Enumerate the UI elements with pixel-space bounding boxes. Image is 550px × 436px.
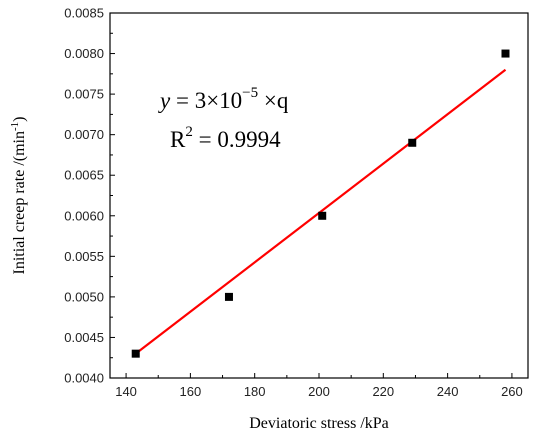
y-tick-label: 0.0050 bbox=[64, 289, 104, 304]
r-squared-value: = 0.9994 bbox=[193, 127, 281, 152]
data-point bbox=[501, 49, 510, 58]
data-point bbox=[224, 292, 233, 301]
fit-line bbox=[135, 68, 507, 355]
equation-text: y = 3×10−5 ×q bbox=[158, 85, 289, 113]
y-tick-label: 0.0080 bbox=[64, 46, 104, 61]
x-tick-label: 200 bbox=[308, 384, 330, 399]
y-tick-label: 0.0045 bbox=[64, 330, 104, 345]
r-squared-text: R2 = 0.9994 bbox=[170, 124, 281, 152]
x-tick-label: 220 bbox=[372, 384, 394, 399]
ticks-layer: 140 160 180 200 220 240 260 0.0040 0.0045 0.0050 0… bbox=[64, 6, 523, 400]
y-tick-label: 0.0040 bbox=[64, 371, 104, 386]
x-tick-label: 140 bbox=[115, 384, 137, 399]
plot-frame bbox=[109, 12, 529, 379]
data-point bbox=[408, 138, 417, 147]
y-tick-label: 0.0075 bbox=[64, 87, 104, 102]
x-tick-label: 240 bbox=[437, 384, 459, 399]
y-tick-label: 0.0065 bbox=[64, 168, 104, 183]
x-tick-label: 180 bbox=[244, 384, 266, 399]
y-axis-label-sup: -1 bbox=[9, 122, 21, 131]
equation-tail: ×q bbox=[258, 88, 289, 113]
equation-exponent: −5 bbox=[242, 85, 258, 101]
y-tick-label: 0.0085 bbox=[64, 6, 104, 21]
data-point bbox=[131, 349, 140, 358]
y-axis-label-main: Initial creep rate /(min bbox=[11, 131, 28, 274]
y-tick-label: 0.0070 bbox=[64, 127, 104, 142]
x-tick-label: 160 bbox=[180, 384, 202, 399]
x-axis-label: Deviatoric stress /kPa bbox=[249, 415, 389, 432]
equation-body: = 3×10 bbox=[170, 88, 242, 113]
x-tick-label: 260 bbox=[501, 384, 523, 399]
y-axis-label: Initial creep rate /(min-1) bbox=[9, 117, 28, 275]
y-tick-label: 0.0060 bbox=[64, 208, 104, 223]
equation-y: y bbox=[158, 88, 171, 113]
y-tick-label: 0.0055 bbox=[64, 249, 104, 264]
data-point bbox=[318, 211, 327, 220]
y-axis-label-end: ) bbox=[11, 117, 28, 122]
marks-layer bbox=[131, 49, 510, 358]
r-squared-r: R bbox=[170, 127, 186, 152]
r-squared-sup: 2 bbox=[185, 124, 193, 140]
